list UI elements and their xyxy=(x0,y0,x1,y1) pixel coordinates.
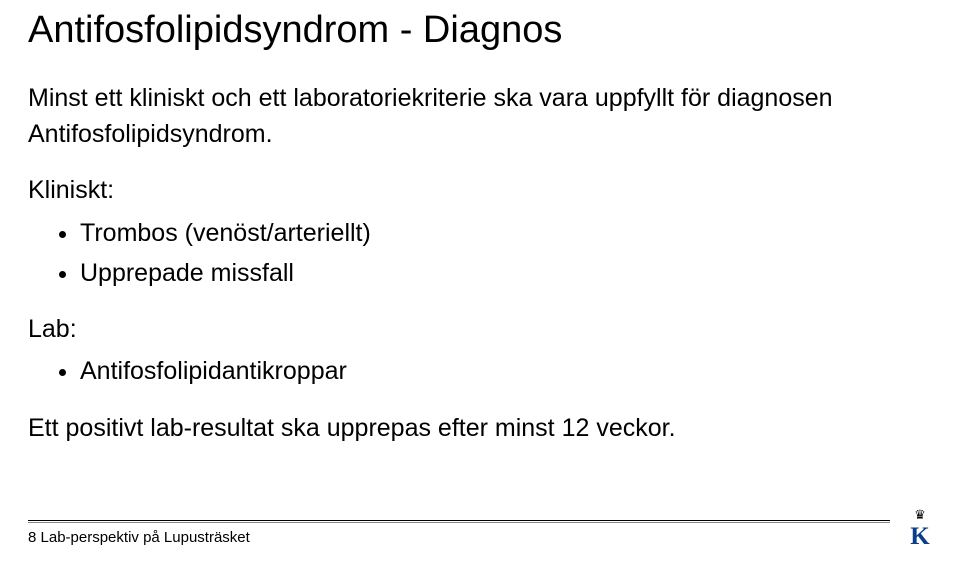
footer-divider-secondary xyxy=(28,522,890,523)
logo-letter-icon: K xyxy=(905,523,935,548)
logo: ♛ K xyxy=(902,508,938,548)
closing-paragraph: Ett positivt lab-resultat ska upprepas e… xyxy=(28,410,932,446)
page-number: 8 xyxy=(28,529,36,546)
lab-label: Lab: xyxy=(28,311,932,347)
crown-icon: ♛ xyxy=(914,508,926,521)
clinical-label: Kliniskt: xyxy=(28,172,932,208)
intro-paragraph: Minst ett kliniskt och ett laboratoriekr… xyxy=(28,80,932,153)
footer-subtitle: Lab-perspektiv på Lupusträsket xyxy=(41,529,250,546)
list-item: Antifosfolipidantikroppar xyxy=(80,353,932,389)
footer: 8 Lab-perspektiv på Lupusträsket xyxy=(28,520,890,546)
clinical-list: Trombos (venöst/arteriellt) Upprepade mi… xyxy=(28,215,932,292)
logo-letter: K xyxy=(910,523,930,548)
footer-divider xyxy=(28,520,890,521)
body-content: Minst ett kliniskt och ett laboratoriekr… xyxy=(28,80,932,446)
page-title: Antifosfolipidsyndrom - Diagnos xyxy=(28,10,932,52)
footer-text: 8 Lab-perspektiv på Lupusträsket xyxy=(28,529,890,546)
lab-list: Antifosfolipidantikroppar xyxy=(28,353,932,389)
slide: Antifosfolipidsyndrom - Diagnos Minst et… xyxy=(0,0,960,566)
list-item: Trombos (venöst/arteriellt) xyxy=(80,215,932,251)
list-item: Upprepade missfall xyxy=(80,255,932,291)
